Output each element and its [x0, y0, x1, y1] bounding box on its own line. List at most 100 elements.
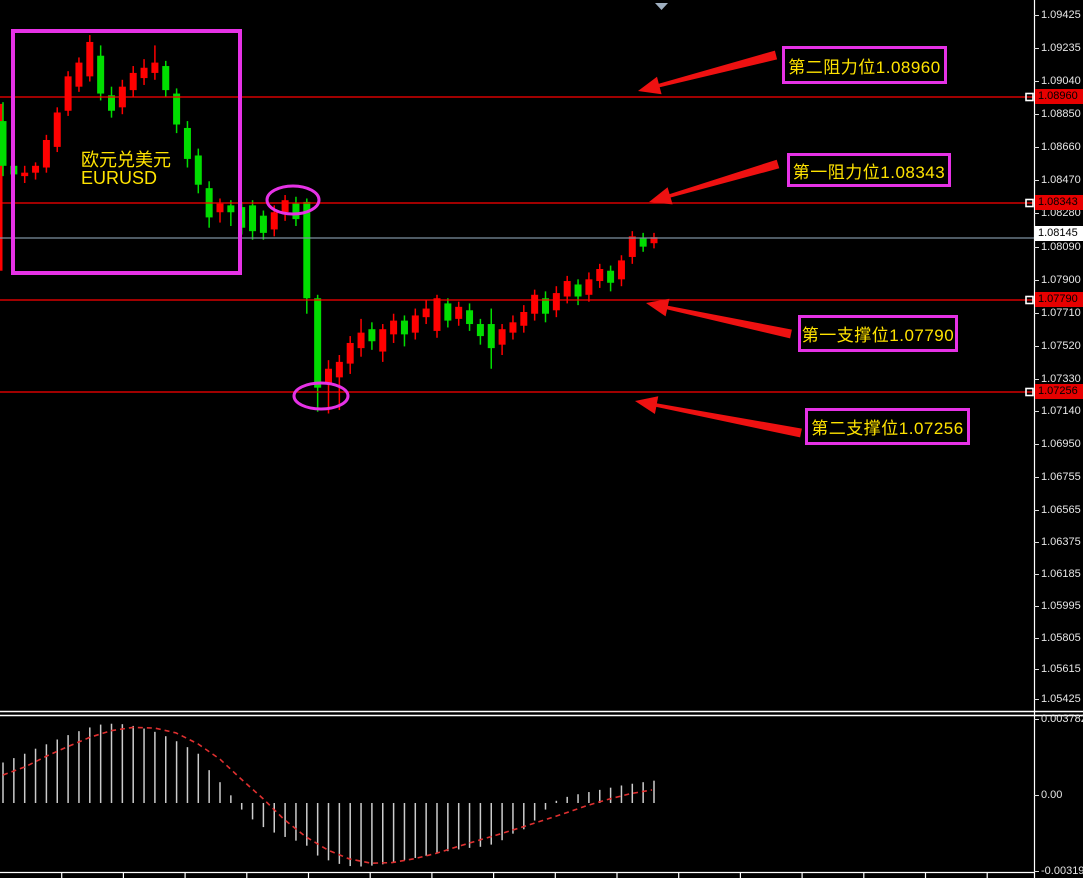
- candle-bullish: [151, 62, 159, 73]
- candle-bearish: [173, 93, 181, 125]
- candle-bullish: [216, 203, 224, 213]
- candle-bullish: [357, 332, 365, 349]
- candle-bullish: [596, 269, 604, 282]
- price-scale-value: 1.05805: [1041, 632, 1081, 644]
- price-scale-value: 1.05425: [1041, 693, 1081, 705]
- price-scale-value: 1.06755: [1041, 471, 1081, 483]
- support-1-label-text: 第一支撑位1.07790: [801, 326, 955, 345]
- arrow-to-support-1[interactable]: [646, 298, 792, 339]
- arrow-to-support-2[interactable]: [635, 396, 802, 438]
- candle-bullish: [520, 312, 528, 326]
- price-scale-tick: [1034, 542, 1039, 543]
- candle-bullish: [53, 112, 61, 147]
- candle-bullish: [552, 293, 560, 311]
- resistance-1-price-badge: 1.08343: [1035, 195, 1083, 210]
- support-1-label-box[interactable]: 第一支撑位1.07790: [798, 315, 958, 352]
- arrow-to-resistance-1[interactable]: [649, 159, 780, 205]
- candle-bullish: [0, 103, 3, 271]
- price-scale-value: 1.06375: [1041, 536, 1081, 548]
- candle-bearish: [227, 205, 235, 213]
- resistance-1-label-box[interactable]: 第一阻力位1.08343: [787, 153, 951, 187]
- candle-bearish: [444, 303, 452, 321]
- price-scale-tick: [1034, 213, 1039, 214]
- resistance-2-price-badge: 1.08960: [1035, 89, 1083, 104]
- candle-bearish: [194, 155, 202, 185]
- arrow-to-resistance-2[interactable]: [638, 50, 778, 95]
- highlight-ellipse-2[interactable]: [292, 381, 350, 411]
- price-scale-tick: [1034, 313, 1039, 314]
- price-scale-value: 1.07710: [1041, 307, 1081, 319]
- candle-bearish: [400, 320, 408, 335]
- price-scale-value: 1.08660: [1041, 141, 1081, 153]
- highlight-rectangle[interactable]: [11, 29, 242, 275]
- price-scale-tick: [1034, 477, 1039, 478]
- price-scale-tick: [1034, 638, 1039, 639]
- candle-bullish: [422, 308, 430, 318]
- price-scale-tick: [1034, 15, 1039, 16]
- price-scale-value: 1.07140: [1041, 405, 1081, 417]
- highlight-ellipse-1[interactable]: [265, 184, 321, 216]
- price-scale-tick: [1034, 280, 1039, 281]
- current-price-badge: 1.08145: [1035, 226, 1083, 241]
- price-scale-value: 1.06950: [1041, 438, 1081, 450]
- candle-bullish: [531, 294, 539, 314]
- price-scale-tick: [1034, 48, 1039, 49]
- candle-bullish: [617, 260, 625, 280]
- candle-bullish: [21, 172, 29, 177]
- candle-bullish: [509, 322, 517, 333]
- support-1-price-badge: 1.07790: [1035, 292, 1083, 307]
- support-2-line-handle[interactable]: [1025, 387, 1034, 397]
- support-2-price-badge: 1.07256: [1035, 384, 1083, 399]
- candle-bullish: [270, 212, 278, 230]
- macd-scale-value: -0.003192: [1041, 865, 1083, 877]
- resistance-1-line-handle[interactable]: [1025, 198, 1034, 208]
- price-scale-value: 1.08470: [1041, 174, 1081, 186]
- macd-scale-tick: [1034, 719, 1039, 720]
- candle-bearish: [607, 270, 615, 283]
- candle-bullish: [411, 315, 419, 333]
- candle-bearish: [476, 324, 484, 337]
- macd-scale-tick: [1034, 795, 1039, 796]
- candle-bearish: [466, 310, 474, 325]
- candle-bullish: [379, 329, 387, 352]
- price-scale-tick: [1034, 606, 1039, 607]
- candle-bearish: [97, 55, 105, 94]
- resistance-2-label-box[interactable]: 第二阻力位1.08960: [782, 46, 947, 84]
- candle-bullish: [64, 76, 72, 111]
- candle-bullish: [335, 361, 343, 378]
- candle-bullish: [32, 165, 40, 173]
- support-1-line-handle[interactable]: [1025, 295, 1034, 305]
- candle-bearish: [368, 329, 376, 342]
- candle-bearish: [162, 66, 170, 91]
- candle-bullish: [585, 279, 593, 295]
- candle-bullish: [346, 342, 354, 364]
- price-scale-tick: [1034, 574, 1039, 575]
- price-scale-value: 1.09425: [1041, 9, 1081, 21]
- price-scale-tick: [1034, 411, 1039, 412]
- candle-bearish: [574, 284, 582, 297]
- price-scale-tick: [1034, 180, 1039, 181]
- candle-bearish: [303, 201, 311, 299]
- price-scale-tick: [1034, 669, 1039, 670]
- candle-bearish: [639, 238, 647, 247]
- price-scale-value: 1.07330: [1041, 373, 1081, 385]
- price-scale-tick: [1034, 247, 1039, 248]
- candle-bearish: [314, 298, 322, 388]
- pair-title-en: EURUSD: [81, 168, 158, 188]
- price-scale-tick: [1034, 379, 1039, 380]
- candle-bearish: [183, 127, 191, 159]
- pair-title-cn: 欧元兑美元: [81, 150, 171, 170]
- macd-scale-value: 0.003782: [1041, 713, 1083, 725]
- candle-bearish: [108, 95, 115, 111]
- support-2-label-box[interactable]: 第二支撑位1.07256: [805, 408, 970, 445]
- price-scale-tick: [1034, 510, 1039, 511]
- candle-bearish: [292, 203, 300, 220]
- candle-bearish: [0, 121, 7, 166]
- price-scale-tick: [1034, 699, 1039, 700]
- price-scale-tick: [1034, 346, 1039, 347]
- resistance-2-line-handle[interactable]: [1025, 92, 1034, 102]
- candle-bearish: [542, 298, 549, 314]
- chart-shift-marker-icon[interactable]: [655, 3, 668, 10]
